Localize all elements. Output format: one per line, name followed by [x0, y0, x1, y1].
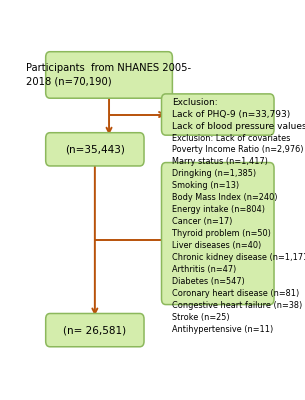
FancyBboxPatch shape — [46, 133, 144, 166]
Text: (n= 26,581): (n= 26,581) — [63, 325, 126, 335]
Text: Participants  from NHANES 2005-
2018 (n=70,190): Participants from NHANES 2005- 2018 (n=7… — [27, 63, 192, 87]
Text: Exclusion:
Lack of PHQ-9 (n=33,793)
Lack of blood pressure values (n=954): Exclusion: Lack of PHQ-9 (n=33,793) Lack… — [172, 98, 305, 131]
FancyBboxPatch shape — [46, 314, 144, 347]
Text: Exclusion: Lack of covariates
Poverty Income Ratio (n=2,976)
Marry status (n=1,4: Exclusion: Lack of covariates Poverty In… — [172, 134, 305, 334]
FancyBboxPatch shape — [162, 162, 274, 304]
FancyBboxPatch shape — [162, 94, 274, 135]
Text: (n=35,443): (n=35,443) — [65, 144, 125, 154]
FancyBboxPatch shape — [46, 52, 172, 98]
